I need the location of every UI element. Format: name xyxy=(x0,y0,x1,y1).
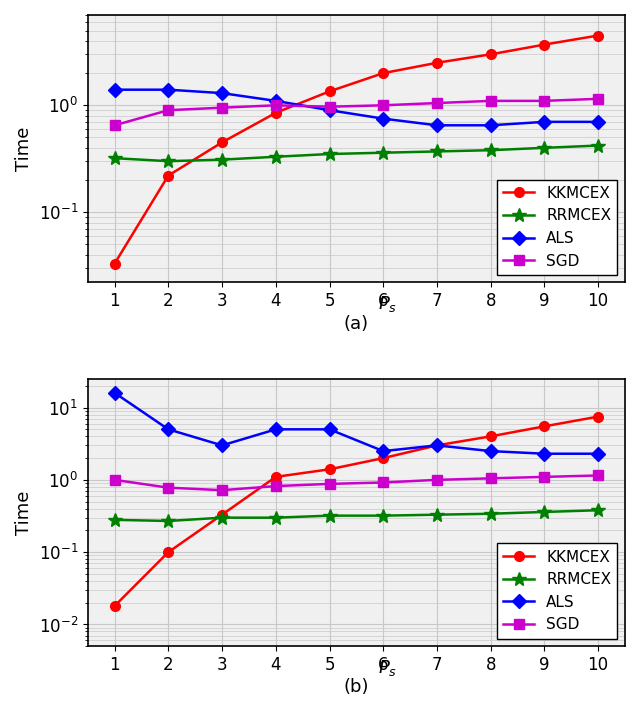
KKMCEX xyxy=(326,465,333,474)
SGD xyxy=(541,96,548,105)
SGD xyxy=(326,479,333,488)
Y-axis label: Time: Time xyxy=(15,491,33,535)
ALS xyxy=(541,118,548,126)
Line: KKMCEX: KKMCEX xyxy=(109,412,603,611)
KKMCEX xyxy=(541,40,548,49)
ALS xyxy=(487,121,495,130)
Line: RRMCEX: RRMCEX xyxy=(108,139,605,168)
KKMCEX xyxy=(380,69,387,77)
KKMCEX xyxy=(487,432,495,440)
RRMCEX xyxy=(218,513,226,522)
RRMCEX xyxy=(218,155,226,164)
ALS xyxy=(487,447,495,455)
KKMCEX xyxy=(433,441,441,450)
KKMCEX xyxy=(272,108,280,117)
KKMCEX xyxy=(487,50,495,59)
ALS xyxy=(218,89,226,97)
Legend: KKMCEX, RRMCEX, ALS, SGD: KKMCEX, RRMCEX, ALS, SGD xyxy=(497,543,618,639)
SGD xyxy=(487,474,495,483)
SGD xyxy=(595,471,602,480)
Text: $P_s$: $P_s$ xyxy=(378,294,397,315)
Legend: KKMCEX, RRMCEX, ALS, SGD: KKMCEX, RRMCEX, ALS, SGD xyxy=(497,179,618,275)
SGD xyxy=(111,121,118,130)
Line: SGD: SGD xyxy=(109,471,603,495)
SGD xyxy=(164,484,172,492)
KKMCEX xyxy=(595,31,602,40)
SGD xyxy=(433,476,441,484)
KKMCEX xyxy=(595,413,602,421)
Text: (b): (b) xyxy=(344,679,369,696)
RRMCEX xyxy=(487,146,495,155)
RRMCEX xyxy=(595,141,602,150)
SGD xyxy=(272,101,280,110)
KKMCEX xyxy=(272,473,280,481)
RRMCEX xyxy=(541,508,548,516)
SGD xyxy=(111,476,118,484)
KKMCEX xyxy=(218,138,226,147)
RRMCEX xyxy=(541,143,548,152)
SGD xyxy=(433,99,441,107)
KKMCEX xyxy=(218,510,226,519)
RRMCEX xyxy=(111,515,118,524)
KKMCEX xyxy=(541,422,548,430)
RRMCEX xyxy=(595,506,602,515)
SGD xyxy=(380,479,387,487)
RRMCEX xyxy=(272,513,280,522)
ALS xyxy=(433,121,441,130)
SGD xyxy=(326,103,333,111)
KKMCEX xyxy=(111,259,118,268)
Line: RRMCEX: RRMCEX xyxy=(108,503,605,528)
ALS xyxy=(326,106,333,114)
KKMCEX xyxy=(164,548,172,557)
SGD xyxy=(487,96,495,105)
KKMCEX xyxy=(164,172,172,180)
ALS xyxy=(541,450,548,458)
ALS xyxy=(595,118,602,126)
Line: SGD: SGD xyxy=(109,94,603,130)
RRMCEX xyxy=(380,511,387,520)
KKMCEX xyxy=(380,454,387,462)
Y-axis label: Time: Time xyxy=(15,126,33,171)
SGD xyxy=(380,101,387,110)
KKMCEX xyxy=(433,59,441,67)
SGD xyxy=(595,94,602,103)
RRMCEX xyxy=(487,510,495,518)
RRMCEX xyxy=(433,510,441,519)
RRMCEX xyxy=(433,147,441,156)
Line: ALS: ALS xyxy=(109,85,603,130)
ALS xyxy=(272,425,280,434)
RRMCEX xyxy=(164,157,172,165)
RRMCEX xyxy=(164,517,172,525)
SGD xyxy=(164,106,172,114)
ALS xyxy=(164,85,172,94)
ALS xyxy=(111,85,118,94)
SGD xyxy=(218,486,226,494)
ALS xyxy=(433,441,441,450)
Line: ALS: ALS xyxy=(109,388,603,459)
ALS xyxy=(218,441,226,450)
RRMCEX xyxy=(326,511,333,520)
KKMCEX xyxy=(111,602,118,610)
Line: KKMCEX: KKMCEX xyxy=(109,30,603,269)
ALS xyxy=(111,389,118,397)
KKMCEX xyxy=(326,87,333,96)
ALS xyxy=(380,447,387,455)
Text: $P_s$: $P_s$ xyxy=(378,658,397,679)
ALS xyxy=(272,96,280,105)
RRMCEX xyxy=(380,148,387,157)
ALS xyxy=(164,425,172,434)
ALS xyxy=(380,114,387,123)
Text: (a): (a) xyxy=(344,315,369,333)
SGD xyxy=(218,104,226,112)
RRMCEX xyxy=(272,152,280,161)
RRMCEX xyxy=(111,154,118,162)
SGD xyxy=(272,482,280,491)
ALS xyxy=(595,450,602,458)
SGD xyxy=(541,473,548,481)
RRMCEX xyxy=(326,150,333,158)
ALS xyxy=(326,425,333,434)
